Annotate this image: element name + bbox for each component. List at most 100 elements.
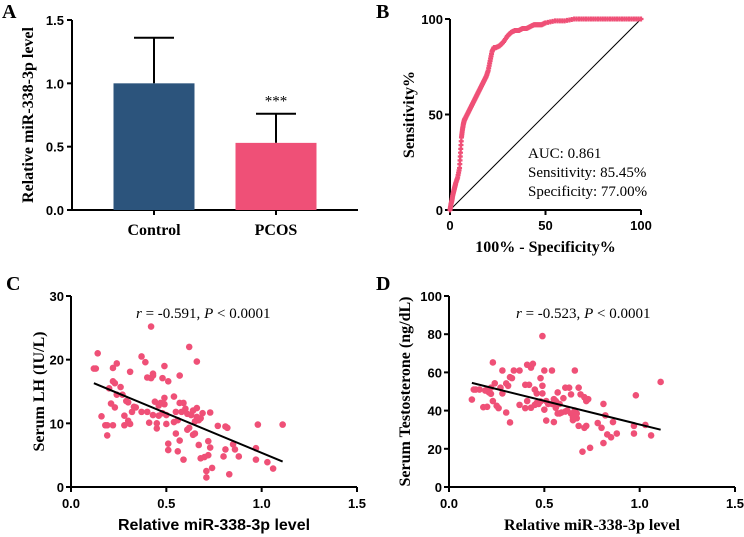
roc-point <box>597 16 603 22</box>
data-point <box>142 358 149 366</box>
data-point <box>495 404 502 412</box>
data-point <box>193 404 201 412</box>
data-point <box>487 390 495 398</box>
data-point <box>163 420 170 428</box>
x-tick-label: 0 <box>446 218 453 233</box>
data-point <box>124 399 132 406</box>
data-point <box>199 409 206 417</box>
data-point <box>113 360 121 367</box>
data-point <box>117 383 124 391</box>
panel-label-b: B <box>376 1 389 23</box>
trend-line <box>471 381 661 431</box>
x-tick-label: Control <box>127 222 181 239</box>
data-point <box>103 421 111 429</box>
panel-c-scatter-chart: C 0 10 20 30 0.0 0.5 1.0 1.5 r = -0.591, P < 0.0… <box>6 273 366 534</box>
data-point <box>220 453 227 460</box>
data-point <box>502 409 510 416</box>
data-point <box>204 437 212 445</box>
data-point <box>208 464 216 472</box>
roc-point <box>550 18 556 24</box>
bar-pcos <box>235 142 317 210</box>
data-point <box>185 424 193 432</box>
data-point <box>254 421 262 428</box>
data-point <box>109 364 117 372</box>
data-point <box>573 414 581 422</box>
roc-point <box>578 16 584 22</box>
data-point <box>222 446 229 453</box>
data-point <box>225 470 233 478</box>
data-point <box>138 353 145 360</box>
data-point <box>121 421 128 429</box>
roc-point <box>457 154 463 160</box>
data-point <box>575 422 582 430</box>
data-point <box>525 381 533 389</box>
roc-point <box>458 138 464 144</box>
p-symbol: P <box>583 306 593 322</box>
y-axis-label: Serum Testosterone (ng/dL) <box>397 297 414 487</box>
data-point <box>657 378 664 386</box>
data-point <box>153 425 161 432</box>
y-tick-label: 0.5 <box>46 140 64 155</box>
x-tick-label: 0.5 <box>535 496 553 511</box>
data-point <box>542 417 550 424</box>
x-tick-label: 50 <box>538 218 552 233</box>
x-tick-label: 1.5 <box>348 496 366 511</box>
data-point <box>632 392 640 399</box>
x-tick-label: 1.0 <box>631 496 649 511</box>
data-point <box>584 395 592 403</box>
x-tick-label: 1.5 <box>726 496 744 511</box>
data-point <box>508 374 516 382</box>
correlation-annotation: r = -0.523, P < 0.0001 <box>516 306 650 322</box>
data-point <box>109 421 117 429</box>
data-point <box>203 467 210 475</box>
panel-b-roc-chart: B 0 50 100 0 50 100 AUC: 0.861 Sensitivity: 85.… <box>376 1 652 256</box>
data-point <box>613 430 621 437</box>
y-tick-label: 1.5 <box>46 13 64 28</box>
data-point <box>510 367 518 374</box>
data-point <box>506 419 514 426</box>
data-point <box>126 368 134 376</box>
data-point <box>539 382 546 390</box>
data-point <box>252 456 260 463</box>
data-point <box>132 404 140 411</box>
data-point <box>235 453 243 460</box>
data-point <box>594 419 602 427</box>
data-point <box>567 391 575 398</box>
x-tick-label: PCOS <box>255 222 298 239</box>
data-point <box>600 439 607 447</box>
data-point <box>491 379 499 387</box>
data-point <box>161 362 168 370</box>
x-axis-label: Relative miR-338-3p level <box>118 517 310 534</box>
y-tick-label: 20 <box>428 442 442 457</box>
roc-point <box>487 60 493 66</box>
roc-point <box>456 167 462 173</box>
x-tick-label: 0.0 <box>440 496 458 511</box>
roc-annotation: AUC: 0.861 <box>528 146 601 162</box>
roc-point <box>617 16 623 22</box>
data-point <box>153 420 161 427</box>
data-point <box>541 367 548 374</box>
significance-marker: *** <box>265 94 288 110</box>
panel-d-scatter-chart: D 0 20 40 60 80 100 0.0 0.5 1.0 1.5 r = -0.523, P … <box>376 273 744 534</box>
y-tick-label: 0 <box>436 203 443 218</box>
data-point <box>191 430 199 437</box>
data-point <box>647 432 655 439</box>
data-point <box>609 418 617 426</box>
data-point <box>214 422 222 430</box>
data-point <box>164 378 172 385</box>
data-point <box>92 365 100 372</box>
data-point <box>193 358 201 365</box>
x-axis-label: Relative miR-338-3p level <box>504 517 681 534</box>
data-point <box>170 393 178 400</box>
data-point <box>529 360 537 368</box>
data-point <box>523 397 531 405</box>
data-point <box>521 404 529 412</box>
data-point <box>264 458 271 466</box>
panel-label-a: A <box>2 1 17 23</box>
data-point <box>126 420 134 428</box>
data-point <box>111 404 119 411</box>
y-tick-label: 0 <box>57 480 64 495</box>
data-point <box>607 434 615 441</box>
data-point <box>539 332 546 340</box>
